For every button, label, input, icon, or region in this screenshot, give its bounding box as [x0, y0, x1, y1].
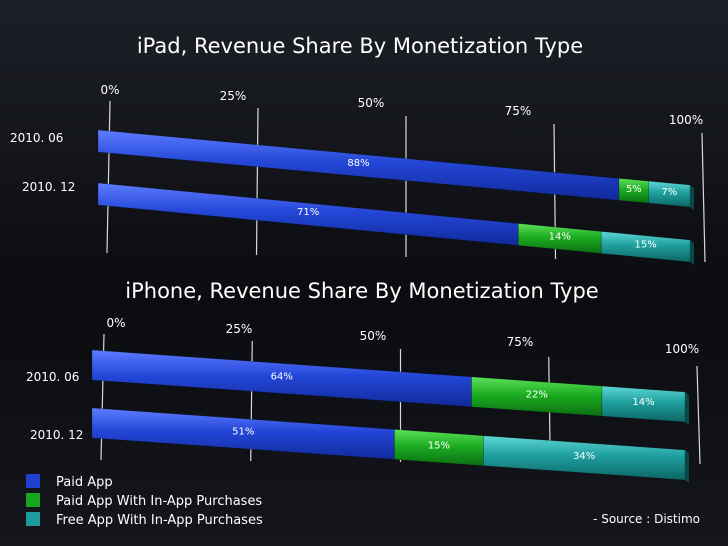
ipad-gridline [255, 107, 259, 256]
iphone-tick-label: 50% [360, 329, 387, 343]
legend-swatch-free-app-iap [26, 512, 40, 526]
iphone-bar-end-cap [685, 450, 689, 483]
legend-swatch-paid-app [26, 474, 40, 488]
iphone-chart-title: iPhone, Revenue Share By Monetization Ty… [125, 279, 598, 303]
iphone-bar-value-label: 15% [428, 441, 450, 452]
source-note: - Source : Distimo [593, 512, 700, 526]
iphone-bar-value-label: 64% [271, 371, 293, 382]
ipad-gridline [701, 132, 706, 263]
iphone-bar-value-label: 14% [632, 397, 654, 408]
ipad-axis: 0% 25% 50% 75% 100% [100, 83, 706, 263]
legend-swatch-paid-app-iap [26, 493, 40, 507]
ipad-category-label: 2010. 06 [10, 131, 63, 145]
iphone-gridline [696, 365, 701, 465]
ipad-chart-title: iPad, Revenue Share By Monetization Type [137, 34, 583, 58]
ipad-bar-value-label: 15% [634, 240, 656, 251]
ipad-bar-value-label: 71% [297, 207, 319, 218]
ipad-bar-value-label: 7% [661, 187, 677, 198]
ipad-bar-value-label: 88% [347, 158, 369, 169]
iphone-tick-label: 25% [226, 322, 253, 336]
legend-label: Paid App With In-App Purchases [56, 494, 262, 509]
ipad-bar-value-label: 5% [626, 184, 642, 195]
ipad-tick-label: 25% [220, 89, 247, 103]
iphone-tick-label: 0% [106, 316, 125, 330]
iphone-chart: iPhone, Revenue Share By Monetization Ty… [26, 279, 701, 483]
iphone-bar-value-label: 34% [573, 451, 595, 462]
legend-label: Free App With In-App Purchases [56, 513, 263, 528]
ipad-tick-label: 50% [358, 96, 385, 110]
ipad-category-label: 2010. 12 [22, 180, 75, 194]
ipad-gridline [106, 100, 111, 254]
iphone-category-label: 2010. 06 [26, 370, 79, 384]
iphone-bar-value-label: 22% [526, 390, 548, 401]
ipad-chart: iPad, Revenue Share By Monetization Type… [10, 34, 706, 265]
iphone-bars: 64% 22% 14% 51% 15% 34% [91, 349, 689, 483]
ipad-tick-label: 0% [100, 83, 119, 97]
iphone-category-label: 2010. 12 [30, 428, 83, 442]
iphone-tick-label: 75% [507, 335, 534, 349]
ipad-bars: 88% 5% 7% 71% 14% 15% [97, 129, 694, 265]
ipad-bar-end-cap [690, 240, 694, 265]
ipad-tick-label: 100% [669, 113, 703, 127]
iphone-bar-end-cap [685, 392, 689, 425]
iphone-bar-value-label: 51% [232, 427, 254, 438]
iphone-axis: 0% 25% 50% 75% 100% [100, 316, 701, 465]
ipad-bar-value-label: 14% [549, 231, 571, 242]
legend-label: Paid App [56, 475, 113, 490]
ipad-bar-end-cap [690, 185, 694, 210]
iphone-tick-label: 100% [665, 342, 699, 356]
ipad-tick-label: 75% [505, 104, 532, 118]
legend: Paid App Paid App With In-App Purchases … [26, 474, 263, 528]
